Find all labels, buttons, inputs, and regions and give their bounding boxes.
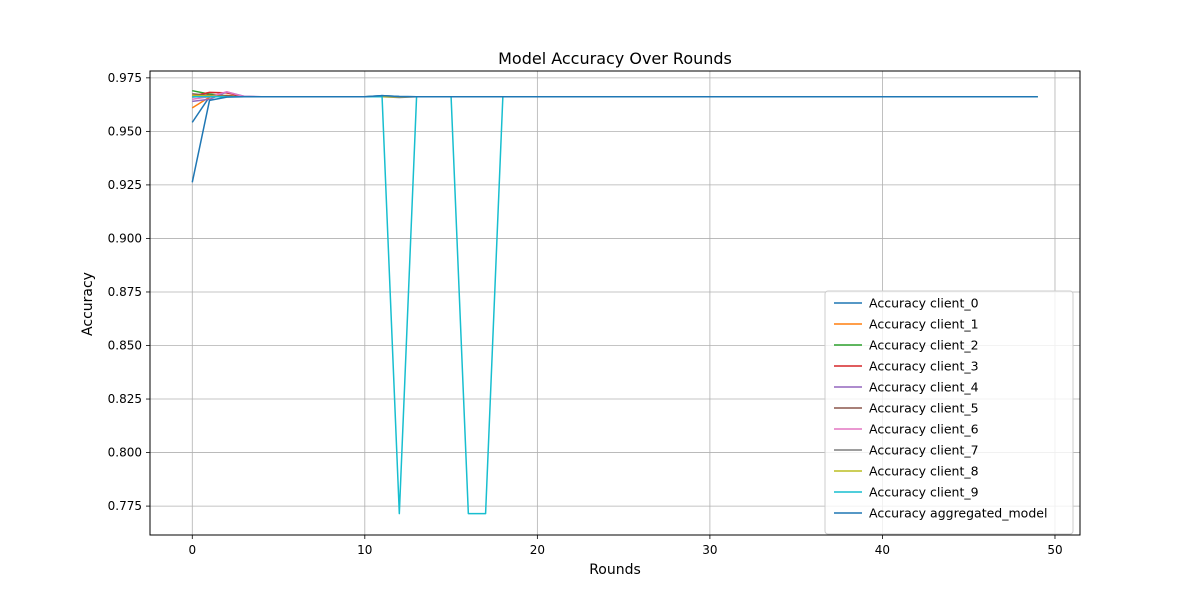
- y-tick-label: 0.775: [108, 499, 142, 513]
- y-tick-label: 0.925: [108, 178, 142, 192]
- legend-box: [824, 290, 1074, 535]
- legend-label: Accuracy client_8: [869, 464, 979, 479]
- legend-label: Accuracy client_6: [869, 422, 979, 437]
- x-axis-label: Rounds: [589, 562, 641, 578]
- x-tick-label: 50: [1047, 543, 1062, 557]
- plot-frame: [149, 70, 1081, 536]
- series-line-accuracy-aggregated-model: [191, 94, 1038, 183]
- legend-label: Accuracy aggregated_model: [869, 506, 1047, 521]
- legend-label: Accuracy client_9: [869, 485, 979, 500]
- y-tick-label: 0.950: [108, 124, 142, 138]
- legend-label: Accuracy client_0: [869, 296, 979, 311]
- chart-title: Model Accuracy Over Rounds: [498, 49, 732, 68]
- legend-label: Accuracy client_3: [869, 359, 979, 374]
- legend-label: Accuracy client_1: [869, 317, 979, 332]
- x-tick-label: 0: [188, 543, 196, 557]
- legend-label: Accuracy client_4: [869, 380, 979, 395]
- x-tick-label: 40: [875, 543, 890, 557]
- y-tick-label: 0.900: [108, 231, 142, 245]
- legend-label: Accuracy client_7: [869, 443, 979, 458]
- legend-label: Accuracy client_5: [869, 401, 979, 416]
- y-tick-label: 0.875: [108, 285, 142, 299]
- legend-label: Accuracy client_2: [869, 338, 979, 353]
- x-tick-label: 30: [702, 543, 717, 557]
- y-tick-label: 0.850: [108, 339, 142, 353]
- y-tick-label: 0.825: [108, 392, 142, 406]
- axis-ticks: 0 10 20 30 40 50 0.775 0.800 0.825 0.850 0.875 0.90…: [108, 71, 1063, 557]
- y-tick-label: 0.975: [108, 71, 142, 85]
- x-tick-label: 10: [357, 543, 372, 557]
- y-axis-label: Accuracy: [80, 272, 96, 336]
- y-tick-label: 0.800: [108, 446, 142, 460]
- x-tick-label: 20: [530, 543, 545, 557]
- legend: Accuracy client_0 Accuracy client_1 Accura…: [824, 290, 1074, 535]
- series-lines: [191, 89, 1038, 515]
